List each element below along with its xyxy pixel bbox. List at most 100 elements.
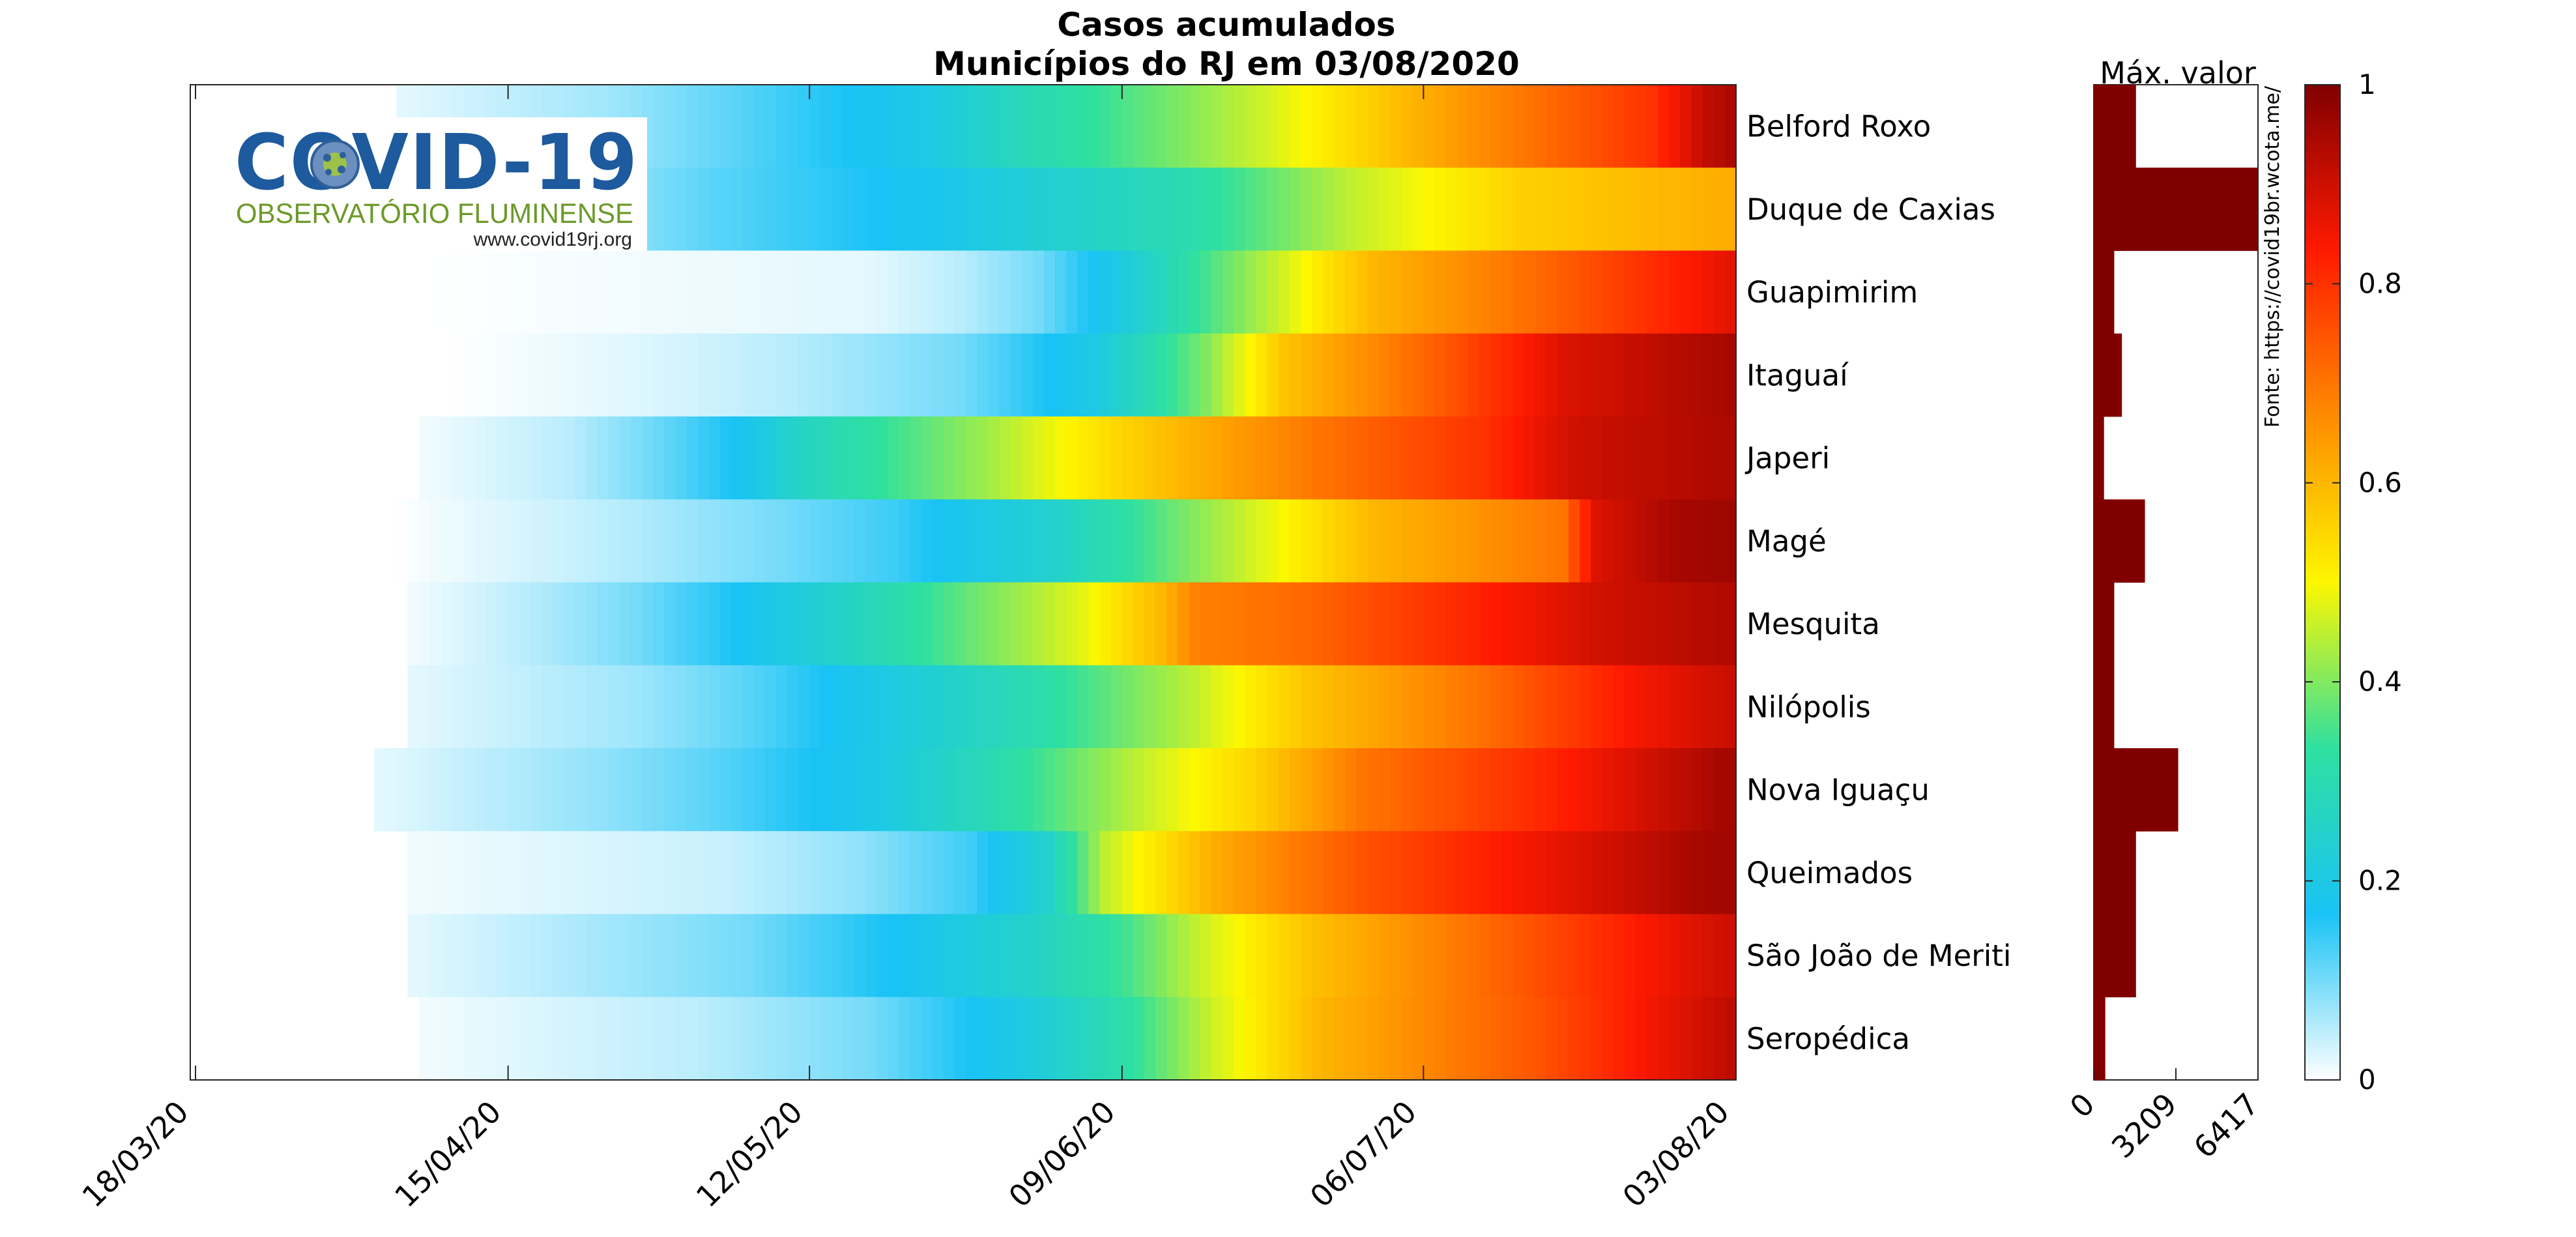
heatmap-cell <box>1088 416 1101 500</box>
heatmap-cell <box>1345 914 1357 998</box>
heatmap-cell <box>888 997 900 1081</box>
heatmap-cell <box>642 997 654 1081</box>
heatmap-cell <box>1468 333 1480 417</box>
heatmap-cell <box>1345 499 1357 583</box>
heatmap-cell <box>1367 997 1380 1081</box>
heatmap-cell <box>1122 665 1134 749</box>
heatmap-cell <box>1602 582 1614 666</box>
heatmap-cell <box>1300 831 1312 914</box>
heatmap-cell <box>407 665 420 749</box>
heatmap-cell <box>1580 997 1592 1081</box>
heatmap-cell <box>1021 582 1034 666</box>
heatmap-cell <box>1724 499 1737 583</box>
heatmap-cell <box>1468 997 1480 1081</box>
heatmap-cell <box>1624 499 1636 583</box>
heatmap-cell <box>575 748 587 832</box>
heatmap-cell <box>775 582 788 666</box>
heatmap-cell <box>865 665 877 749</box>
heatmap-cell <box>1546 831 1558 914</box>
heatmap-cell <box>1412 167 1425 251</box>
heatmap-cell <box>709 997 721 1081</box>
heatmap-cell <box>1613 416 1625 500</box>
heatmap-cell <box>1423 831 1436 914</box>
heatmap-cell <box>1669 831 1681 914</box>
heatmap-cell <box>709 333 721 417</box>
heatmap-cell <box>988 831 1000 914</box>
heatmap-cell <box>1613 333 1625 417</box>
heatmap-cell <box>1658 831 1670 914</box>
heatmap-cell <box>1580 665 1592 749</box>
heatmap-cell <box>731 416 744 500</box>
heatmap-cell <box>1569 748 1580 832</box>
heatmap-cell <box>1524 914 1536 998</box>
heatmap-cell <box>1702 250 1715 334</box>
heatmap-row <box>407 831 1737 914</box>
heatmap-cell <box>575 333 587 417</box>
max-value-tick-label: 0 <box>2063 1086 2102 1125</box>
heatmap-cell <box>1356 582 1368 666</box>
heatmap-cell <box>1066 250 1078 334</box>
heatmap-cell <box>1043 582 1056 666</box>
heatmap-cell <box>429 499 442 583</box>
heatmap-cell <box>1155 582 1168 666</box>
heatmap-cell <box>474 333 487 417</box>
heatmap-cell <box>865 499 877 583</box>
heatmap-cell <box>1021 997 1034 1081</box>
heatmap-cell <box>1401 831 1413 914</box>
heatmap-cell <box>1613 250 1625 334</box>
heatmap-cell <box>619 333 631 417</box>
heatmap-cell <box>1200 333 1212 417</box>
heatmap-cell <box>1211 167 1223 251</box>
heatmap-cell <box>608 997 620 1081</box>
heatmap-cell <box>1479 914 1491 998</box>
heatmap-cell <box>553 416 565 500</box>
heatmap-cell <box>1234 914 1246 998</box>
heatmap-cell <box>977 499 989 583</box>
heatmap-cell <box>1456 997 1469 1081</box>
heatmap-cell <box>542 914 553 998</box>
heatmap-cell <box>1256 665 1268 749</box>
heatmap-cell <box>1133 416 1145 500</box>
heatmap-cell <box>1289 748 1301 832</box>
heatmap-cell <box>497 914 509 998</box>
heatmap-cell <box>1133 85 1145 168</box>
heatmap-cell <box>1635 914 1647 998</box>
heatmap-cell <box>1468 831 1480 914</box>
heatmap-cell <box>910 85 922 168</box>
heatmap-cell <box>653 85 665 168</box>
heatmap-cell <box>1066 831 1078 914</box>
heatmap-cell <box>1099 250 1112 334</box>
heatmap-cell <box>664 582 676 666</box>
heatmap-cell <box>1401 582 1413 666</box>
colorbar-tick-label: 1 <box>2358 68 2376 100</box>
heatmap-cell <box>608 499 620 583</box>
heatmap-cell <box>1334 499 1346 583</box>
heatmap-cell <box>418 831 431 914</box>
heatmap-cell <box>888 333 900 417</box>
heatmap-cell <box>1569 831 1580 914</box>
heatmap-cell <box>843 85 855 168</box>
municipality-label: Itaguaí <box>1746 358 1849 392</box>
heatmap-cell <box>597 499 609 583</box>
heatmap-cell <box>1010 665 1022 749</box>
heatmap-cell <box>742 831 755 914</box>
heatmap-cell <box>553 499 565 583</box>
heatmap-cell <box>1256 250 1268 334</box>
heatmap-cell <box>921 499 933 583</box>
heatmap-cell <box>1245 831 1257 914</box>
heatmap-cell <box>1021 665 1034 749</box>
heatmap-cell <box>485 748 498 832</box>
heatmap-cell <box>1223 748 1234 832</box>
heatmap-cell <box>775 748 788 832</box>
heatmap-cell <box>977 914 989 998</box>
heatmap-cell <box>429 416 442 500</box>
heatmap-cell <box>1490 333 1503 417</box>
heatmap-cell <box>1591 665 1603 749</box>
heatmap-cell <box>1200 831 1212 914</box>
heatmap-cell <box>463 997 476 1081</box>
heatmap-cell <box>1267 167 1279 251</box>
heatmap-cell <box>943 831 955 914</box>
heatmap-cell <box>1300 167 1312 251</box>
heatmap-cell <box>899 914 911 998</box>
heatmap-cell <box>809 665 822 749</box>
